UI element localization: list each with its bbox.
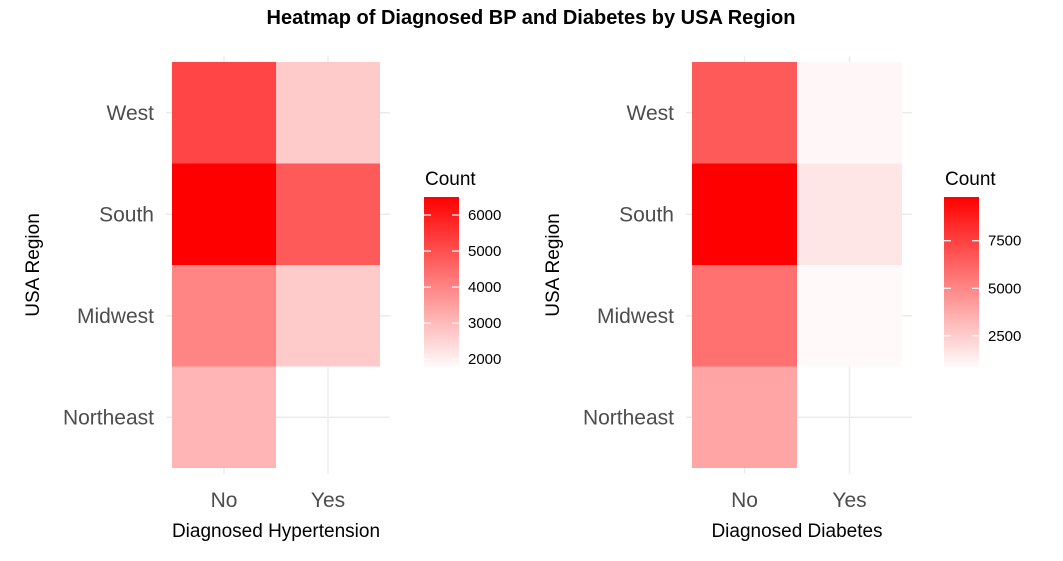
x-axis-title: Diagnosed Hypertension	[172, 521, 380, 542]
legend-label: 6000	[468, 207, 501, 224]
y-tick-label: West	[627, 102, 675, 125]
legend-label: 2000	[468, 351, 501, 368]
legend-colorbar	[424, 197, 459, 370]
heatmap-cell-midwest-no	[172, 265, 276, 367]
heatmap-cell-northeast-no	[172, 366, 276, 468]
heatmap-panel-2: Northeast Midwest South West No Yes Diagnosed …	[543, 56, 1021, 542]
y-axis-title: USA Region	[543, 213, 564, 317]
legend-label: 2500	[988, 328, 1021, 345]
y-tick-label: Northeast	[583, 406, 674, 429]
heatmap-cell-midwest-no	[692, 265, 797, 367]
legend-label: 5000	[988, 280, 1021, 297]
heatmap-cell-west-no	[172, 62, 276, 164]
y-tick-label: South	[619, 203, 674, 226]
heatmap-cell-west-yes	[797, 62, 902, 164]
x-tick-label: Yes	[311, 489, 345, 512]
heatmap-cell-south-no	[172, 163, 276, 265]
color-legend: Count 2000 3000 4000 5000 6000	[424, 169, 501, 370]
legend-label: 4000	[468, 279, 501, 296]
color-legend: Count 2500 5000 7500	[944, 169, 1021, 370]
x-tick-label: Yes	[832, 489, 866, 512]
heatmap-cell-midwest-yes	[276, 265, 380, 367]
y-axis-title: USA Region	[23, 213, 44, 317]
heatmap-cell-northeast-no	[692, 366, 797, 468]
heatmap-cell-midwest-yes	[797, 265, 902, 367]
y-tick-label: Midwest	[597, 305, 674, 328]
heatmap-panel-1: Northeast Midwest South West No Yes Diagnosed …	[23, 56, 501, 542]
heatmap-cell-south-yes	[276, 163, 380, 265]
heatmap-cell-west-no	[692, 62, 797, 164]
y-tick-label: South	[99, 203, 154, 226]
x-tick-label: No	[731, 489, 758, 512]
y-tick-label: Northeast	[63, 406, 154, 429]
chart-title: Heatmap of Diagnosed BP and Diabetes by …	[267, 7, 796, 29]
y-tick-label: Midwest	[77, 305, 154, 328]
legend-title: Count	[945, 169, 996, 190]
heatmap-cell-south-no	[692, 163, 797, 265]
x-tick-label: No	[211, 489, 238, 512]
legend-label: 5000	[468, 243, 501, 260]
legend-colorbar	[944, 197, 979, 370]
x-axis-title: Diagnosed Diabetes	[711, 521, 882, 542]
legend-label: 7500	[988, 233, 1021, 250]
legend-label: 3000	[468, 315, 501, 332]
legend-title: Count	[425, 169, 476, 190]
heatmap-cell-west-yes	[276, 62, 380, 164]
heatmap-cell-south-yes	[797, 163, 902, 265]
y-tick-label: West	[107, 102, 155, 125]
